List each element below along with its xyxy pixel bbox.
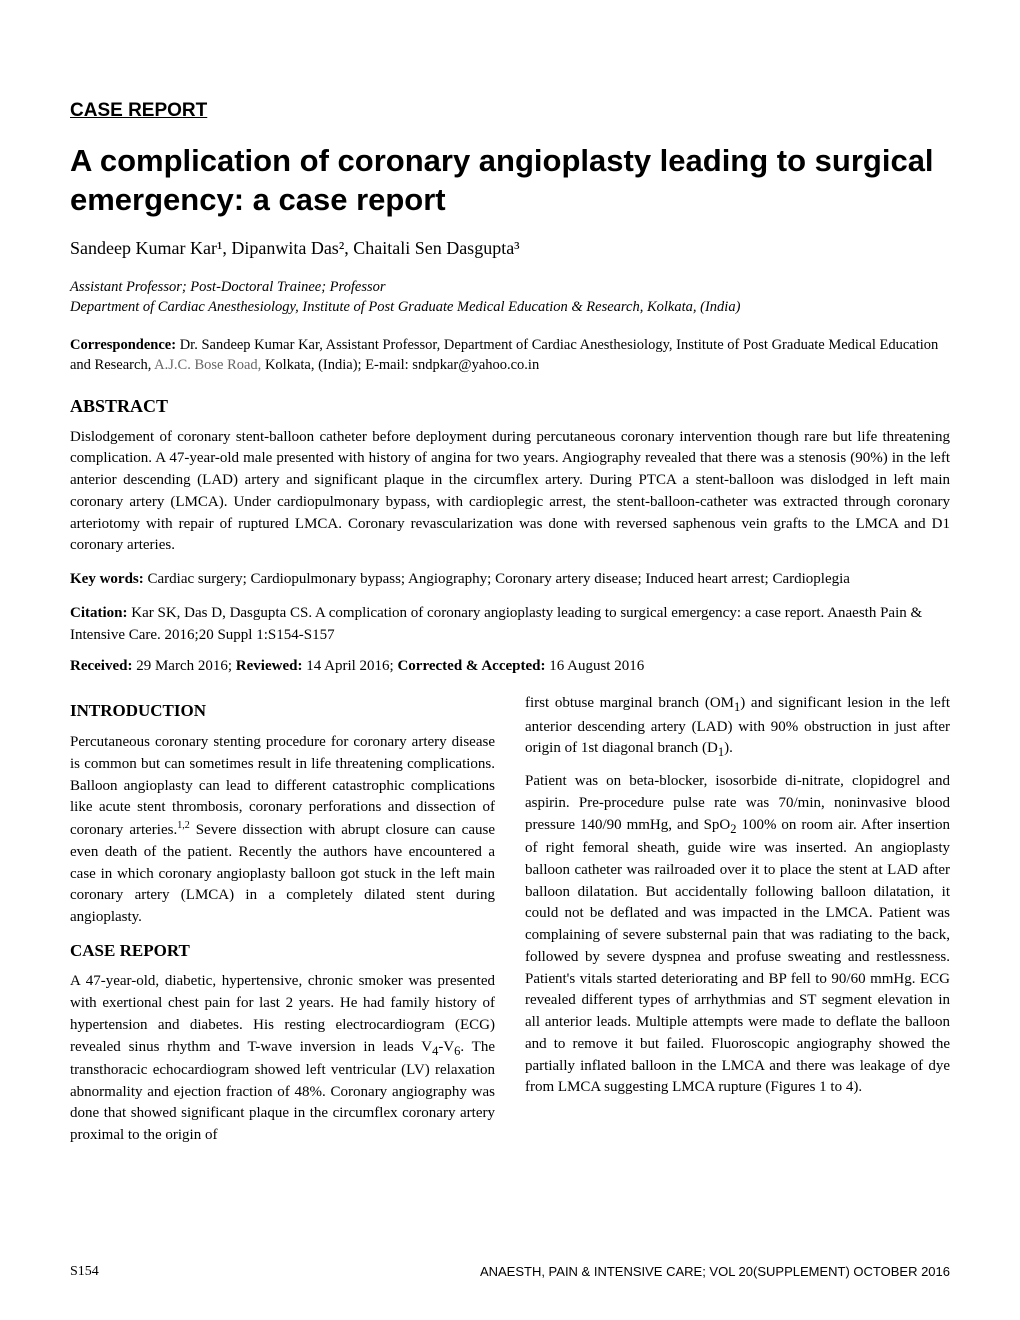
body-columns: INTRODUCTION Percutaneous coronary stent… — [70, 693, 950, 1156]
case-report-heading: CASE REPORT — [70, 939, 495, 964]
intro-citation-sup: 1,2 — [177, 820, 190, 831]
abstract-heading: ABSTRACT — [70, 396, 950, 417]
case-text-a: A 47-year-old, diabetic, hypertensive, c… — [70, 973, 495, 1054]
correspondence-text2: Kolkata, (India); E-mail: sndpkar@yahoo.… — [261, 357, 539, 373]
dates: Received: 29 March 2016; Reviewed: 14 Ap… — [70, 658, 950, 675]
col2-text-a: first obtuse marginal branch (OM — [525, 695, 734, 711]
citation-text: Kar SK, Das D, Dasgupta CS. A complicati… — [70, 605, 922, 643]
received-text: 29 March 2016; — [132, 658, 235, 674]
affiliation: Assistant Professor; Post-Doctoral Train… — [70, 277, 950, 318]
left-column: INTRODUCTION Percutaneous coronary stent… — [70, 693, 495, 1156]
citation: Citation: Kar SK, Das D, Dasgupta CS. A … — [70, 603, 950, 647]
case-paragraph-1: A 47-year-old, diabetic, hypertensive, c… — [70, 971, 495, 1146]
reviewed-text: 14 April 2016; — [302, 658, 397, 674]
reviewed-label: Reviewed: — [236, 658, 303, 674]
authors: Sandeep Kumar Kar¹, Dipanwita Das², Chai… — [70, 238, 950, 259]
page-footer: S154 ANAESTH, PAIN & INTENSIVE CARE; VOL… — [70, 1264, 950, 1280]
article-title: A complication of coronary angioplasty l… — [70, 142, 950, 220]
correspondence: Correspondence: Dr. Sandeep Kumar Kar, A… — [70, 335, 950, 376]
col2-paragraph-1: first obtuse marginal branch (OM1) and s… — [525, 693, 950, 761]
keywords-label: Key words: — [70, 571, 144, 587]
col2-text-e: 100% on room air. After insertion of rig… — [525, 817, 950, 1095]
col2-paragraph-2: Patient was on beta-blocker, isosorbide … — [525, 771, 950, 1099]
intro-paragraph: Percutaneous coronary stenting procedure… — [70, 732, 495, 929]
page-number: S154 — [70, 1264, 99, 1280]
abstract-body: Dislodgement of coronary stent-balloon c… — [70, 427, 950, 558]
keywords: Key words: Cardiac surgery; Cardiopulmon… — [70, 569, 950, 591]
accepted-label: Corrected & Accepted: — [397, 658, 545, 674]
right-column: first obtuse marginal branch (OM1) and s… — [525, 693, 950, 1156]
keywords-text: Cardiac surgery; Cardiopulmonary bypass;… — [144, 571, 850, 587]
correspondence-label: Correspondence: — [70, 337, 176, 353]
correspondence-address: A.J.C. Bose Road, — [154, 357, 261, 373]
introduction-heading: INTRODUCTION — [70, 699, 495, 724]
accepted-text: 16 August 2016 — [545, 658, 644, 674]
col2-text-c: ). — [724, 740, 733, 756]
affiliation-roles: Assistant Professor; Post-Doctoral Train… — [70, 277, 950, 297]
section-label: CASE REPORT — [70, 100, 950, 122]
received-label: Received: — [70, 658, 132, 674]
case-dash: -V — [438, 1039, 454, 1055]
affiliation-dept: Department of Cardiac Anesthesiology, In… — [70, 297, 950, 317]
citation-label: Citation: — [70, 605, 128, 621]
journal-footer: ANAESTH, PAIN & INTENSIVE CARE; VOL 20(S… — [480, 1264, 950, 1280]
